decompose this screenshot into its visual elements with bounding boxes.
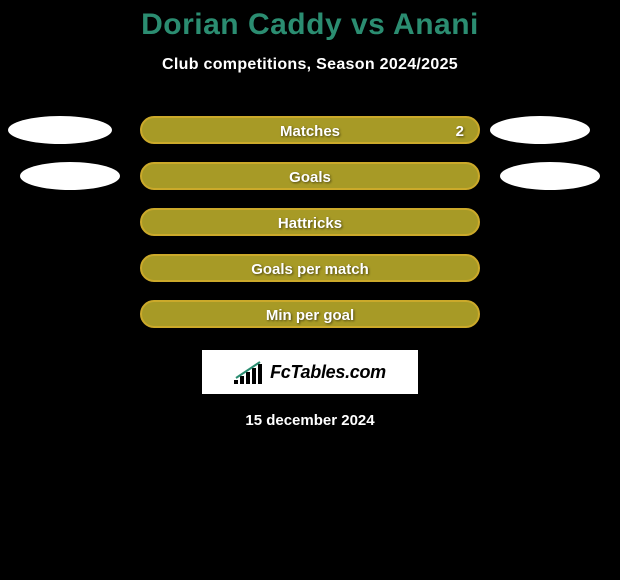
stat-bar: Hattricks	[140, 208, 480, 236]
left-ellipse	[20, 162, 120, 190]
page-title: Dorian Caddy vs Anani	[0, 0, 620, 42]
stat-bar-value-right: 2	[456, 118, 464, 146]
stat-bar: Matches2	[140, 116, 480, 144]
date-line: 15 december 2024	[0, 412, 620, 429]
stat-bar-label: Hattricks	[142, 210, 478, 238]
stat-bar-label: Matches	[142, 118, 478, 146]
stat-bar-label: Goals	[142, 164, 478, 192]
stat-rows: Matches2 Goals Hattricks Goals per match Min…	[0, 116, 620, 328]
right-ellipse	[490, 116, 590, 144]
left-ellipse	[8, 116, 112, 144]
right-ellipse	[500, 162, 600, 190]
stat-row: Min per goal	[0, 300, 620, 328]
stat-bar-label: Min per goal	[142, 302, 478, 330]
stat-bar: Goals	[140, 162, 480, 190]
logo-chart-icon	[234, 360, 264, 384]
stat-row: Hattricks	[0, 208, 620, 236]
stat-bar-label: Goals per match	[142, 256, 478, 284]
subtitle: Club competitions, Season 2024/2025	[0, 56, 620, 74]
stat-row: Goals	[0, 162, 620, 190]
stat-row: Goals per match	[0, 254, 620, 282]
logo-text: FcTables.com	[270, 362, 386, 383]
stat-bar: Min per goal	[140, 300, 480, 328]
logo-box: FcTables.com	[202, 350, 418, 394]
stat-row: Matches2	[0, 116, 620, 144]
stat-bar: Goals per match	[140, 254, 480, 282]
